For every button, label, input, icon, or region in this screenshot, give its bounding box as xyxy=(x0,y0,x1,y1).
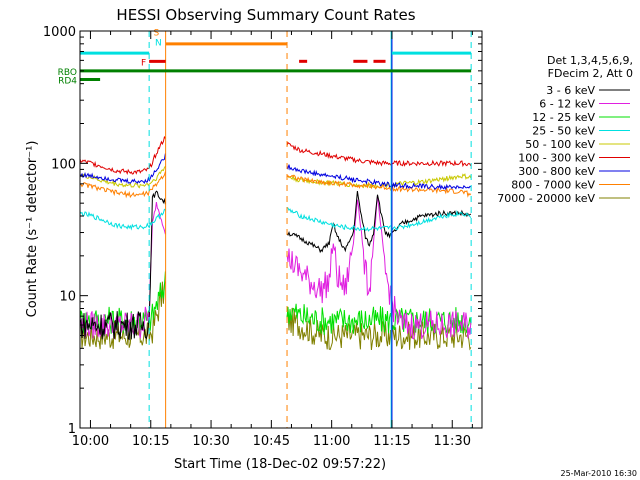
state-label-s: S xyxy=(154,29,160,39)
plot-frame xyxy=(79,30,483,429)
series-line-3 xyxy=(79,195,472,340)
chart-title: HESSI Observing Summary Count Rates xyxy=(116,6,415,24)
state-label-rbo: RBO xyxy=(58,68,77,78)
series-line-6 xyxy=(79,165,472,189)
legend-header-1: Det 1,3,4,5,6,9, xyxy=(547,54,633,67)
vline-layer xyxy=(79,31,472,428)
y-tick-label-1: 1 xyxy=(68,422,76,437)
legend-label-2: 6 - 12 keV xyxy=(539,98,595,111)
x-tick-label-1: 10:00 xyxy=(72,434,109,449)
x-tick-label-2: 10:15 xyxy=(132,434,169,449)
legend-label-7: 300 - 800 keV xyxy=(518,165,595,178)
timestamp: 25-Mar-2010 16:30 xyxy=(561,469,638,478)
x-tick-label-5: 11:00 xyxy=(313,434,350,449)
x-tick-label-6: 11:15 xyxy=(373,434,410,449)
state-label-n: N xyxy=(155,39,162,49)
series-line-8 xyxy=(79,153,472,191)
legend-label-4: 25 - 50 keV xyxy=(532,125,595,138)
state-label-rd4: RD4 xyxy=(58,77,77,87)
y-tick-label-3: 100 xyxy=(51,157,76,172)
legend-header-2: FDecim 2, Att 0 xyxy=(548,67,633,80)
legend-label-9: 7000 - 20000 keV xyxy=(497,192,595,205)
series-line-5 xyxy=(79,206,472,232)
state-label-f: F xyxy=(141,58,146,68)
x-axis-label: Start Time (18-Dec-02 09:57:22) xyxy=(174,457,386,472)
series-line-4 xyxy=(79,190,472,341)
y-tick-label-4: 1000 xyxy=(43,25,76,40)
legend-label-6: 100 - 300 keV xyxy=(518,152,595,165)
legend-label-3: 12 - 25 keV xyxy=(532,111,595,124)
legend-label-1: 3 - 6 keV xyxy=(546,84,595,97)
y-axis-label: Count Rate (s⁻¹ detector⁻¹) xyxy=(25,141,40,318)
series-line-7 xyxy=(79,171,472,199)
series-layer xyxy=(79,135,472,351)
legend-label-8: 800 - 7000 keV xyxy=(511,179,595,192)
x-tick-label-4: 10:45 xyxy=(253,434,290,449)
tick-layer: 10:00 10:15 10:30 10:45 11:00 11:15 11:30 1 10 10… xyxy=(43,25,482,449)
x-tick-label-7: 11:30 xyxy=(434,434,471,449)
series-line-9 xyxy=(79,135,472,176)
legend-label-5: 50 - 100 keV xyxy=(525,138,595,151)
legend: Det 1,3,4,5,6,9,FDecim 2, Att 0 3 - 6 keV… xyxy=(497,54,633,205)
y-tick-label-2: 10 xyxy=(59,290,76,305)
x-tick-label-3: 10:30 xyxy=(192,434,229,449)
